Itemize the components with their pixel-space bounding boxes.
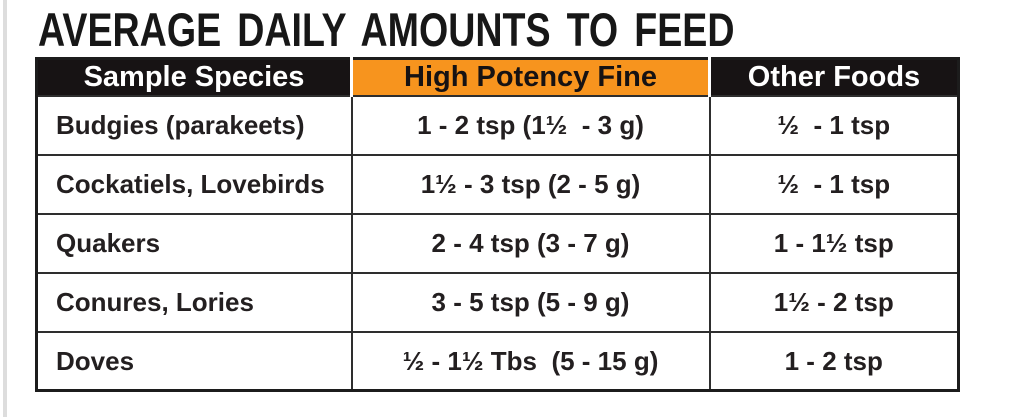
high-potency-fine-cell: 1 - 2 tsp (1½ - 3 g) [350,94,711,156]
other-foods-cell: ½ - 1 tsp [708,94,960,156]
high-potency-fine-cell: 2 - 4 tsp (3 - 7 g) [350,212,711,274]
other-foods-cell: ½ - 1 tsp [708,153,960,215]
other-foods-cell: 1 - 2 tsp [708,330,960,392]
feeding-amounts-table: Sample Species High Potency Fine Other F… [35,57,960,392]
high-potency-fine-cell: 3 - 5 tsp (5 - 9 g) [350,271,711,333]
column-header-other-foods: Other Foods [708,57,960,97]
species-cell: Quakers [35,212,353,274]
high-potency-fine-cell: ½ - 1½ Tbs (5 - 15 g) [350,330,711,392]
header-row: Sample Species High Potency Fine Other F… [35,57,960,97]
table-row-budgies: Budgies (parakeets) 1 - 2 tsp (1½ - 3 g)… [35,94,960,156]
table-row-conures: Conures, Lories 3 - 5 tsp (5 - 9 g) 1½ -… [35,271,960,333]
species-cell: Doves [35,330,353,392]
table-row-quakers: Quakers 2 - 4 tsp (3 - 7 g) 1 - 1½ tsp [35,212,960,274]
high-potency-fine-cell: 1½ - 3 tsp (2 - 5 g) [350,153,711,215]
page-title: AVERAGE DAILY AMOUNTS TO FEED [38,3,735,56]
species-cell: Conures, Lories [35,271,353,333]
table-row-doves: Doves ½ - 1½ Tbs (5 - 15 g) 1 - 2 tsp [35,330,960,392]
scan-edge-line [3,0,7,417]
other-foods-cell: 1½ - 2 tsp [708,271,960,333]
species-cell: Budgies (parakeets) [35,94,353,156]
species-cell: Cockatiels, Lovebirds [35,153,353,215]
column-header-high-potency-fine: High Potency Fine [350,57,711,97]
other-foods-cell: 1 - 1½ tsp [708,212,960,274]
column-header-sample-species: Sample Species [35,57,353,97]
table-row-cockatiels: Cockatiels, Lovebirds 1½ - 3 tsp (2 - 5 … [35,153,960,215]
